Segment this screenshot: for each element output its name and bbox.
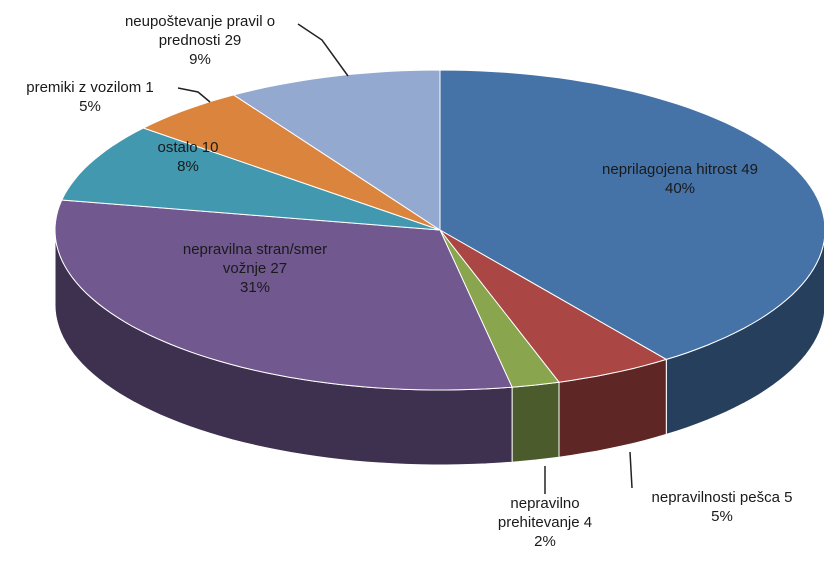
slice	[54, 199, 513, 391]
slice	[439, 229, 668, 383]
slice	[61, 127, 441, 231]
category-label: neupoštevanje pravil o prednosti 29	[124, 13, 276, 49]
slice-side	[511, 381, 560, 463]
category-label: nepravilna stran/smer vožnje 27	[182, 241, 328, 277]
slice-label: premiki z vozilom 1 5%	[0, 78, 180, 116]
category-label: nepravilno prehitevanje 4	[497, 495, 593, 531]
slice-label: nepravilnosti pešca 5 5%	[622, 488, 822, 526]
slice	[142, 94, 441, 231]
slice	[439, 69, 824, 360]
value-label: 40%	[664, 180, 696, 197]
category-label: nepravilnosti pešca 5	[651, 489, 793, 506]
category-label: ostalo 10	[157, 139, 219, 156]
slice-label: nepravilna stran/smer vožnje 27 31%	[180, 240, 330, 297]
slice-label: ostalo 10 8%	[138, 138, 238, 176]
value-label: 5%	[711, 508, 733, 525]
category-label: premiki z vozilom 1	[26, 79, 154, 96]
slice-label: neprilagojena hitrost 49 40%	[595, 160, 765, 198]
slice	[232, 69, 441, 231]
value-label: 5%	[79, 98, 101, 115]
leader-line	[629, 451, 633, 489]
slice-label: nepravilno prehitevanje 4 2%	[489, 494, 601, 551]
value-label: 31%	[239, 279, 271, 296]
value-label: 2%	[534, 533, 556, 550]
slice-label: neupoštevanje pravil o prednosti 29 9%	[105, 12, 295, 69]
leader-line	[297, 23, 349, 77]
value-label: 9%	[189, 51, 211, 68]
category-label: neprilagojena hitrost 49	[602, 161, 758, 178]
leader-line	[177, 87, 211, 103]
value-label: 8%	[177, 158, 199, 175]
